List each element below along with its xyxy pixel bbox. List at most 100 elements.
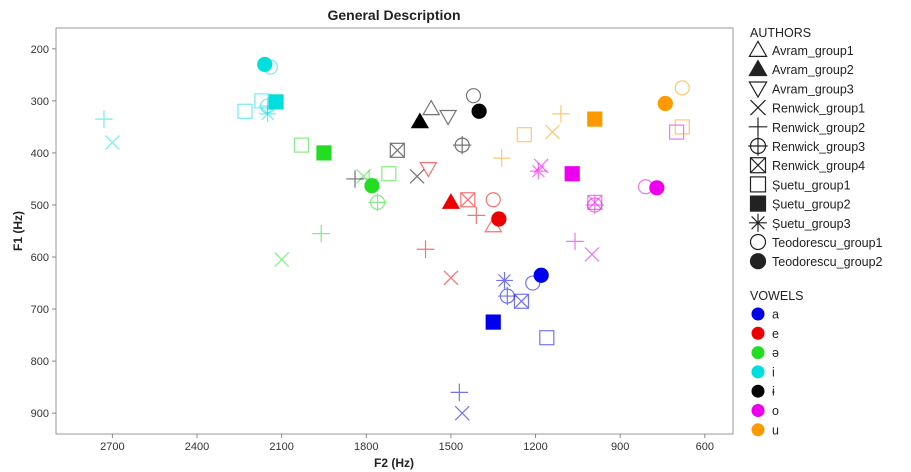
data-point	[257, 56, 273, 73]
legend-vowel-swatch	[751, 404, 765, 417]
legend-author-marker	[749, 213, 767, 232]
y-tick-label: 400	[31, 148, 49, 160]
legend-vowel-label: o	[772, 404, 779, 418]
data-point	[498, 286, 517, 306]
legend-author-marker	[749, 176, 767, 193]
legend-authors-title: AUTHORS	[750, 26, 811, 40]
plot-frame	[55, 27, 734, 435]
legend-vowel-item: ɨ	[751, 384, 775, 399]
legend: AUTHORS Avram_group1 Avram_group2 Avram_gr…	[748, 26, 883, 437]
data-point	[564, 166, 580, 182]
legend-vowel-label: ə	[772, 346, 779, 360]
y-tick-label: 900	[31, 408, 49, 420]
data-point	[346, 170, 364, 188]
legend-vowel-item: e	[751, 326, 779, 341]
data-point	[368, 193, 387, 212]
data-point	[496, 272, 513, 289]
legend-author-marker	[748, 117, 768, 137]
legend-author-item: Teodorescu_group1	[749, 233, 883, 251]
legend-vowel-swatch	[751, 326, 765, 340]
data-point	[439, 109, 458, 126]
legend-author-marker	[749, 253, 767, 270]
data-point	[513, 293, 530, 309]
data-point	[492, 149, 511, 167]
legend-author-item: Avram_group3	[748, 81, 854, 99]
x-tick-label: 1800	[354, 441, 378, 453]
data-point	[95, 110, 113, 128]
legend-vowel-item: u	[751, 423, 779, 437]
data-point	[454, 405, 470, 421]
legend-author-label: Șuetu_group3	[772, 217, 851, 231]
data-point	[104, 135, 120, 150]
y-axis-title: F1 (Hz)	[11, 211, 25, 251]
data-point	[566, 232, 584, 251]
legend-author-item: Șuetu_group1	[749, 176, 851, 193]
legend-vowel-swatch	[751, 365, 765, 379]
data-point	[471, 103, 487, 119]
data-point	[422, 99, 441, 116]
legend-author-marker	[749, 195, 767, 212]
legend-vowel-item: i	[751, 365, 775, 379]
legend-vowel-label: i	[772, 365, 775, 379]
legend-author-item: Renwick_group4	[749, 157, 865, 174]
data-point	[410, 112, 429, 129]
y-tick-label: 800	[31, 356, 49, 368]
data-point	[585, 195, 604, 215]
data-point	[545, 124, 560, 140]
data-point	[525, 275, 541, 291]
legend-author-label: Șuetu_group2	[772, 198, 851, 212]
y-tick-label: 300	[31, 96, 49, 108]
legend-author-label: Teodorescu_group1	[772, 236, 883, 250]
data-point	[312, 224, 330, 243]
data-point	[539, 330, 555, 346]
data-point	[485, 314, 501, 330]
legend-author-marker	[748, 59, 768, 77]
x-tick-label: 1200	[523, 441, 547, 453]
legend-author-item: Renwick_group2	[748, 117, 865, 137]
legend-author-label: Avram_group1	[772, 44, 854, 58]
data-point	[587, 111, 603, 127]
data-point	[259, 105, 276, 123]
data-point	[587, 194, 603, 210]
data-point	[419, 161, 438, 178]
legend-author-marker	[748, 40, 768, 57]
legend-author-label: Avram_group3	[772, 82, 854, 96]
legend-author-marker	[750, 99, 766, 116]
data-point	[441, 193, 461, 209]
data-point	[268, 94, 284, 110]
data-point	[293, 137, 310, 153]
data-point	[467, 206, 486, 225]
x-tick-label: 2700	[100, 441, 124, 453]
x-axis-title: F2 (Hz)	[374, 456, 414, 470]
legend-author-label: Șuetu_group1	[772, 178, 851, 192]
legend-author-item: Renwick_group3	[748, 136, 865, 156]
data-point	[460, 192, 476, 208]
legend-author-item: Avram_group1	[748, 40, 854, 58]
data-point	[316, 145, 332, 161]
x-tick-label: 1500	[439, 441, 463, 453]
data-point	[657, 95, 673, 112]
legend-author-marker	[749, 233, 767, 251]
legend-author-label: Renwick_group2	[772, 121, 865, 135]
data-point	[533, 267, 549, 283]
legend-author-marker	[748, 81, 768, 99]
y-tick-label: 200	[31, 44, 49, 56]
data-point	[552, 105, 570, 123]
data-point	[485, 192, 501, 208]
legend-author-label: Avram_group2	[772, 63, 854, 77]
data-point	[364, 178, 380, 194]
x-tick-label: 900	[611, 441, 629, 453]
legend-vowel-label: ɨ	[772, 385, 775, 399]
legend-vowel-swatch	[751, 346, 765, 360]
legend-author-item: Renwick_group1	[750, 99, 865, 116]
data-point	[237, 103, 253, 119]
data-point	[649, 180, 665, 196]
legend-author-label: Renwick_group4	[772, 159, 865, 173]
legend-author-label: Teodorescu_group2	[772, 255, 883, 269]
data-point	[381, 166, 397, 182]
legend-author-label: Renwick_group3	[772, 140, 865, 154]
legend-vowel-swatch	[751, 307, 765, 321]
